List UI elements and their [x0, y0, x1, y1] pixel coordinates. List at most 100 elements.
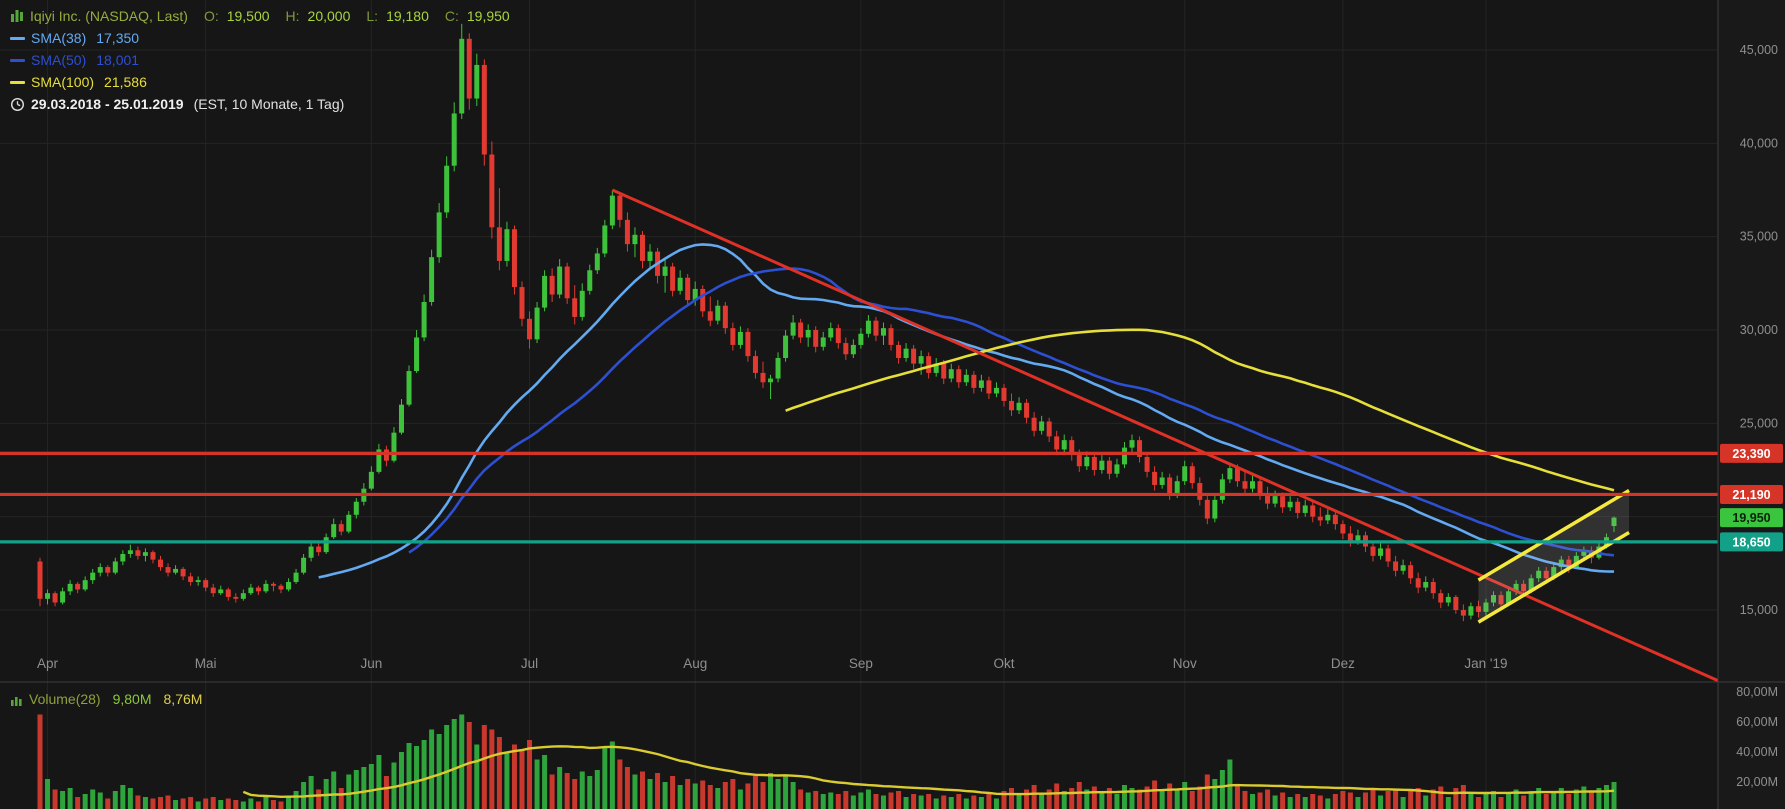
candle-body [323, 537, 329, 553]
volume-bar [1325, 798, 1331, 809]
candle-body [993, 387, 999, 394]
volume-bar [1091, 786, 1097, 809]
sma100-row[interactable]: SMA(100) 21,586 [10, 71, 510, 93]
volume-bar [1347, 792, 1353, 809]
channel-fill[interactable] [1478, 490, 1630, 623]
volume-bar [993, 798, 999, 809]
candle-body [157, 559, 163, 568]
downtrend-line[interactable] [611, 188, 1727, 685]
candle-body [1325, 514, 1331, 521]
x-axis-label: Jul [521, 656, 538, 671]
candle-body [1611, 517, 1617, 526]
volume-bar [316, 789, 322, 809]
volume-bar [835, 794, 841, 809]
volume-bar [1046, 789, 1052, 809]
volume-bar [376, 755, 382, 809]
volume-value-1: 9,80M [112, 691, 152, 707]
volume-bar [542, 755, 548, 809]
date-range: 29.03.2018 - 25.01.2019 [31, 96, 184, 112]
price-badge[interactable] [1720, 443, 1783, 463]
sma38-row[interactable]: SMA(38) 17,350 [10, 27, 510, 49]
volume-bar [1250, 794, 1256, 809]
volume-bar [639, 771, 645, 809]
sma38-swatch [10, 36, 25, 40]
candle-body [135, 550, 141, 556]
channel-lower-line[interactable] [1477, 531, 1630, 624]
candle-body [1415, 578, 1421, 588]
candle-body [120, 554, 126, 562]
candle-body [383, 449, 389, 461]
volume-bar [1385, 791, 1391, 809]
price-badge[interactable] [1720, 508, 1783, 528]
volume-bar [67, 788, 73, 809]
candle-body [1566, 559, 1572, 568]
volume-bar [1302, 797, 1308, 809]
volume-bar [1310, 794, 1316, 809]
candle-body [1536, 570, 1542, 579]
candle-body [466, 38, 472, 99]
volume-value-2: 8,76M [163, 691, 203, 707]
candle-body [835, 328, 841, 344]
volume-bar [293, 791, 299, 809]
volume-bar [1521, 795, 1527, 809]
volume-bar [451, 719, 457, 809]
sma50-line [408, 267, 1615, 557]
candle-body [1039, 421, 1045, 431]
candle-body [45, 593, 51, 599]
candle-body [173, 568, 179, 573]
candle-body [1295, 501, 1301, 513]
candle-body [1242, 481, 1248, 489]
volume-bar [1144, 786, 1150, 809]
candle-body [368, 471, 374, 489]
volume-bar [798, 789, 804, 809]
candle-body [587, 270, 593, 291]
close-label: C: [444, 8, 459, 24]
candle-body [1001, 387, 1007, 401]
price-badge-label: 19,950 [1732, 511, 1770, 525]
sma100-line [785, 328, 1615, 492]
candle-body [1106, 460, 1112, 474]
candle-body [240, 593, 246, 599]
volume-bar [1137, 789, 1143, 809]
candle-body [1491, 595, 1497, 603]
candle-body [1347, 533, 1353, 541]
candle-body [956, 369, 962, 383]
candle-body [1250, 481, 1256, 489]
clock-icon [10, 97, 25, 111]
candle-body [602, 225, 608, 254]
candle-body [195, 580, 201, 582]
candle-body [918, 356, 924, 364]
sma50-label: SMA(50) [31, 52, 87, 68]
volume-bar [127, 788, 133, 809]
volume-bar [1219, 770, 1225, 809]
candle-body [783, 335, 789, 358]
candle-body [353, 501, 359, 515]
candle-body [1212, 499, 1218, 519]
volume-bar [240, 801, 246, 809]
channel-upper-line[interactable] [1477, 489, 1630, 582]
candle-body [926, 356, 932, 373]
candle-body [376, 449, 382, 472]
candle-body [1121, 447, 1127, 465]
volume-bar [1378, 795, 1384, 809]
candle-body [1438, 593, 1444, 603]
candle-body [1581, 550, 1587, 556]
volume-bar [188, 797, 194, 809]
sma50-row[interactable]: SMA(50) 18,001 [10, 49, 510, 71]
candle-body [858, 333, 864, 345]
candle-body [768, 378, 774, 383]
volume-bar [903, 797, 909, 809]
volume-bar [1084, 789, 1090, 809]
candle-body [1114, 464, 1120, 474]
volume-bar [692, 783, 698, 809]
candle-body [112, 561, 118, 573]
candle-body [1152, 471, 1158, 485]
volume-bar [1039, 792, 1045, 809]
candle-body [549, 275, 555, 295]
volume-bar [1400, 797, 1406, 809]
price-badge[interactable] [1720, 532, 1783, 552]
price-badge[interactable] [1720, 484, 1783, 504]
volume-bar [180, 798, 186, 809]
